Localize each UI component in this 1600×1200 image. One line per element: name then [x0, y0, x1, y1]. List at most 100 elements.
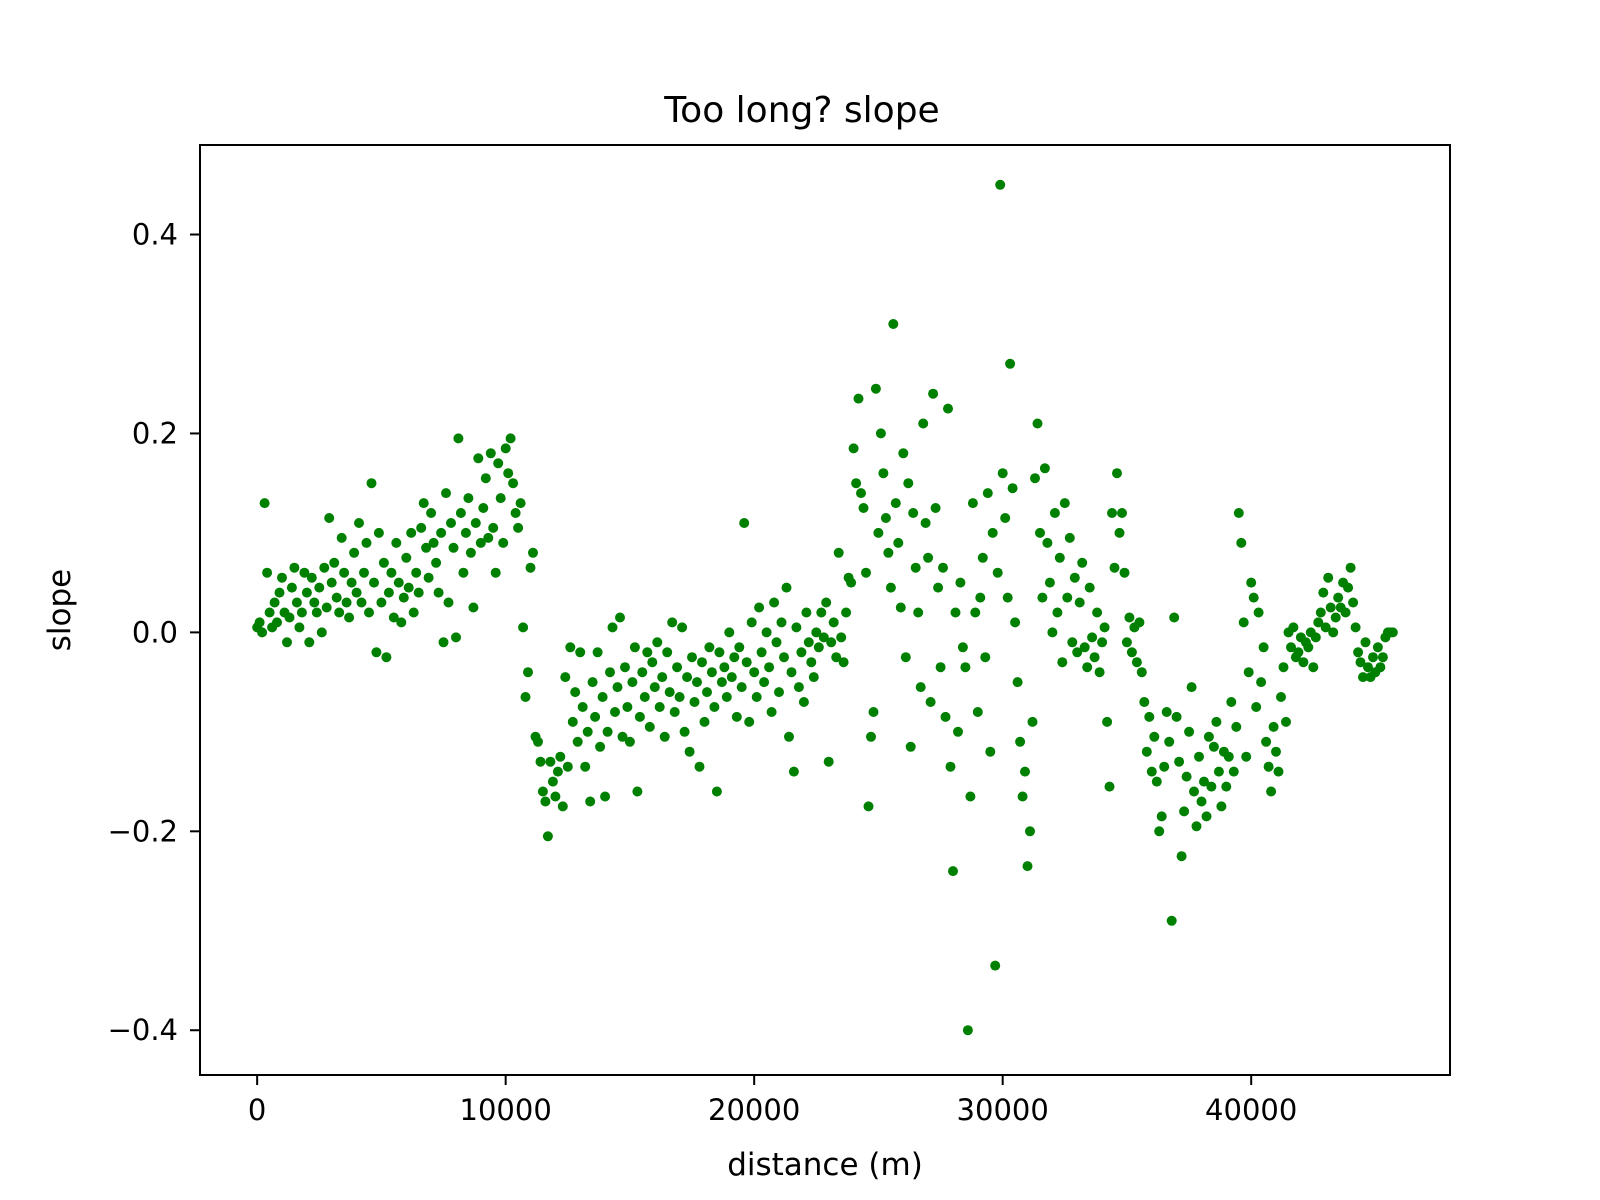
scatter-point — [331, 592, 342, 603]
scatter-point — [1007, 483, 1018, 494]
scatter-point — [699, 716, 710, 727]
scatter-point — [724, 627, 735, 638]
scatter-point — [426, 508, 437, 518]
scatter-point — [858, 503, 869, 513]
scatter-point — [1079, 642, 1090, 653]
scatter-point — [933, 582, 944, 593]
scatter-point — [624, 736, 635, 747]
scatter-point — [1315, 607, 1326, 618]
y-axis-ticks: −0.4 −0.2 0.0 0.2 0.4 — [108, 218, 200, 1047]
scatter-point — [786, 667, 797, 678]
scatter-point — [1139, 697, 1150, 707]
scatter-point — [1089, 652, 1100, 663]
scatter-point — [649, 682, 660, 693]
scatter-point — [423, 572, 434, 583]
scatter-point — [448, 542, 459, 553]
scatter-point — [1094, 667, 1105, 678]
scatter-point — [806, 657, 817, 668]
scatter-point — [662, 647, 673, 658]
scatter-point — [726, 672, 737, 683]
scatter-point — [1072, 647, 1083, 658]
scatter-point — [754, 602, 765, 613]
scatter-point — [607, 622, 618, 633]
scatter-point — [890, 498, 901, 509]
plot-frame — [199, 144, 1451, 1076]
scatter-point — [654, 702, 665, 712]
scatter-point — [714, 647, 725, 658]
scatter-point — [602, 726, 613, 737]
scatter-point — [1059, 498, 1070, 509]
scatter-point — [620, 662, 630, 673]
scatter-point — [880, 513, 891, 523]
y-tick-label: −0.4 — [108, 1013, 178, 1047]
scatter-point — [1015, 736, 1026, 747]
scatter-point — [393, 577, 404, 588]
scatter-point — [1064, 532, 1075, 543]
scatter-point — [605, 667, 615, 678]
scatter-points — [252, 179, 1398, 1036]
scatter-point — [401, 552, 412, 563]
scatter-point — [821, 597, 832, 608]
scatter-point — [336, 532, 347, 543]
scatter-point — [418, 498, 429, 509]
scatter-point — [1345, 562, 1356, 573]
scatter-point — [672, 662, 683, 673]
scatter-point — [1030, 473, 1040, 484]
scatter-point — [771, 637, 782, 648]
scatter-point — [503, 468, 514, 479]
scatter-point — [684, 746, 695, 757]
scatter-point — [957, 642, 968, 653]
scatter-point — [816, 607, 827, 618]
scatter-point — [356, 597, 367, 608]
scatter-point — [811, 627, 822, 638]
scatter-point — [833, 547, 844, 558]
scatter-point — [908, 508, 919, 518]
scatter-point — [1067, 637, 1078, 648]
scatter-point — [962, 1025, 973, 1036]
scatter-point — [406, 527, 417, 538]
scatter-point — [1084, 582, 1095, 593]
scatter-point — [828, 617, 839, 628]
scatter-point — [1134, 617, 1145, 628]
scatter-point — [1005, 358, 1016, 369]
scatter-point — [1211, 716, 1222, 727]
scatter-point — [1355, 657, 1366, 668]
scatter-point — [669, 707, 680, 717]
scatter-point — [898, 448, 909, 459]
scatter-point — [441, 488, 451, 499]
scatter-point — [1286, 642, 1296, 653]
scatter-point — [562, 761, 573, 772]
scatter-point — [1194, 751, 1204, 762]
scatter-point — [386, 567, 397, 578]
scatter-point — [351, 587, 362, 598]
scatter-point — [739, 518, 750, 528]
scatter-point — [990, 960, 1001, 971]
scatter-point — [580, 761, 591, 772]
scatter-point — [478, 503, 489, 513]
scatter-point — [378, 557, 389, 568]
scatter-point — [965, 791, 976, 802]
scatter-point — [741, 657, 752, 668]
scatter-point — [597, 692, 608, 702]
scatter-point — [866, 731, 876, 742]
scatter-point — [321, 602, 332, 613]
scatter-point — [900, 652, 911, 663]
scatter-point — [788, 766, 799, 777]
scatter-point — [980, 652, 991, 663]
scatter-point — [1368, 652, 1378, 663]
scatter-point — [761, 627, 772, 638]
scatter-point — [851, 478, 862, 489]
scatter-point — [1263, 761, 1274, 772]
scatter-point — [734, 642, 745, 653]
scatter-point — [1136, 667, 1147, 678]
scatter-point — [846, 577, 857, 588]
scatter-point — [294, 622, 305, 633]
scatter-point — [1109, 562, 1120, 573]
scatter-point — [413, 587, 424, 598]
x-tick-label: 0 — [248, 1093, 266, 1127]
scatter-point — [803, 637, 814, 648]
scatter-point — [1069, 572, 1080, 583]
scatter-point — [736, 682, 747, 693]
scatter-point — [1261, 736, 1272, 747]
scatter-point — [1258, 642, 1269, 653]
